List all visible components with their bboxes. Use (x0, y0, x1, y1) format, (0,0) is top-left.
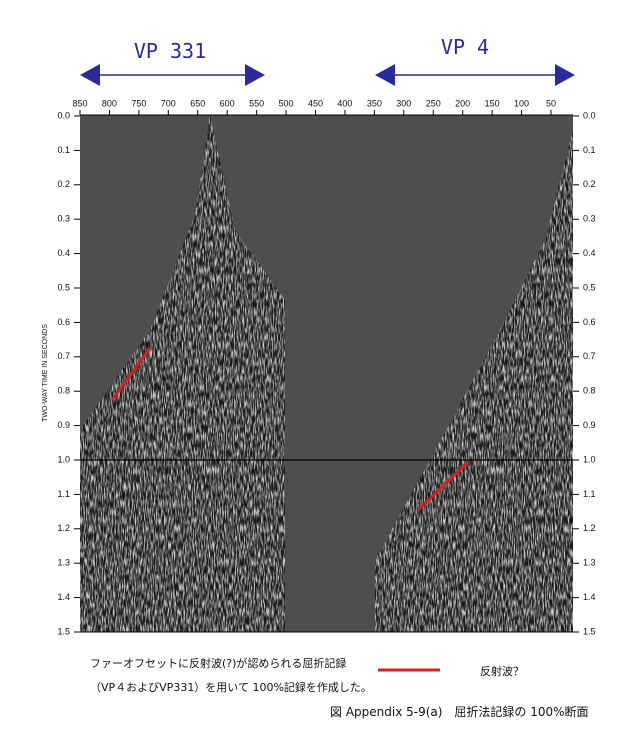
y-tick-label: 0.4 (583, 248, 596, 258)
y-tick-label: 0.9 (583, 420, 596, 430)
y-tick-label: 1.3 (57, 558, 70, 568)
y-tick-label: 0.0 (583, 110, 596, 120)
vp-arrows (80, 64, 575, 86)
y-tick-label: 1.3 (583, 558, 596, 568)
caption-line: ファーオフセットに反射波(?)が認められる屈折記録 (90, 656, 346, 670)
y-tick-label: 1.1 (583, 489, 596, 499)
x-tick-label: 850 (72, 98, 87, 108)
y-tick-label: 1.4 (583, 592, 596, 602)
y-tick-label: 0.2 (583, 179, 596, 189)
x-tick-label: 800 (102, 98, 117, 108)
y-tick-label: 0.9 (57, 420, 70, 430)
figure-title: 図 Appendix 5-9(a) 屈折法記録の 100%断面 (330, 704, 589, 719)
y-axis-label: TWO-WAY TIME IN SECONDS (42, 324, 49, 422)
vp-label: VP 331 (134, 39, 206, 63)
x-tick-label: 50 (546, 98, 556, 108)
x-tick-label: 300 (396, 98, 411, 108)
y-tick-label: 1.0 (57, 454, 70, 464)
x-tick-label: 750 (131, 98, 146, 108)
x-tick-label: 650 (190, 98, 205, 108)
y-tick-label: 1.2 (583, 523, 596, 533)
y-tick-label: 0.7 (583, 351, 596, 361)
x-tick-label: 600 (220, 98, 235, 108)
x-tick-label: 700 (161, 98, 176, 108)
y-tick-label: 0.1 (57, 145, 70, 155)
y-tick-label: 0.8 (583, 386, 596, 396)
x-tick-label: 550 (249, 98, 264, 108)
y-tick-label: 0.3 (583, 214, 596, 224)
y-tick-label: 1.5 (57, 626, 70, 636)
y-tick-label: 0.4 (57, 248, 70, 258)
legend-label: 反射波？ (480, 664, 524, 678)
y-tick-label: 0.3 (57, 214, 70, 224)
x-tick-label: 150 (485, 98, 500, 108)
y-tick-label: 0.6 (583, 317, 596, 327)
x-tick-label: 250 (426, 98, 441, 108)
x-tick-label: 100 (514, 98, 529, 108)
y-tick-label: 0.5 (583, 282, 596, 292)
seismic-section (80, 114, 573, 633)
y-tick-label: 0.8 (57, 386, 70, 396)
caption-line: （VP４およびVP331）を用いて 100%記録を作成した。 (90, 680, 372, 694)
y-tick-label: 0.0 (57, 110, 70, 120)
y-tick-label: 1.0 (583, 454, 596, 464)
y-tick-label: 1.1 (57, 489, 70, 499)
y-tick-label: 0.5 (57, 282, 70, 292)
y-tick-label: 0.7 (57, 351, 70, 361)
x-tick-label: 200 (455, 98, 470, 108)
y-tick-label: 0.2 (57, 179, 70, 189)
y-tick-label: 1.4 (57, 592, 70, 602)
y-tick-label: 1.2 (57, 523, 70, 533)
vp-label: VP 4 (441, 35, 489, 59)
x-tick-label: 400 (337, 98, 352, 108)
x-tick-label: 450 (308, 98, 323, 108)
y-tick-label: 0.1 (583, 145, 596, 155)
y-tick-label: 0.6 (57, 317, 70, 327)
x-tick-label: 500 (279, 98, 294, 108)
y-tick-label: 1.5 (583, 626, 596, 636)
x-tick-label: 350 (367, 98, 382, 108)
